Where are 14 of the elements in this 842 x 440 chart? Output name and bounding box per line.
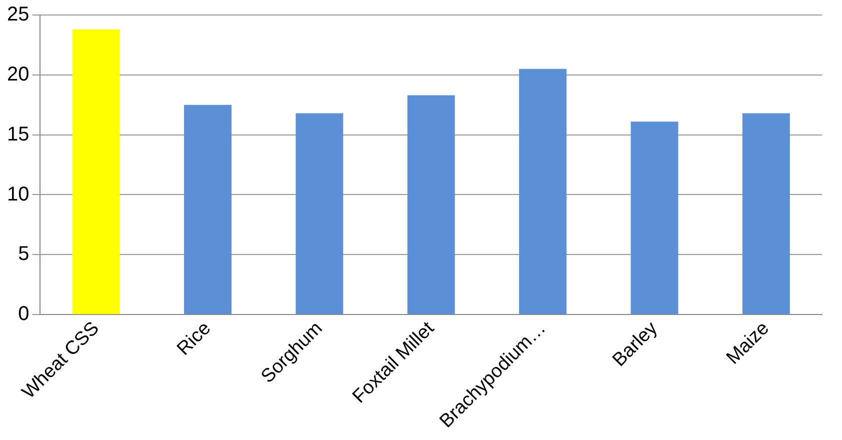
y-tick-label: 20 bbox=[6, 63, 30, 86]
bar bbox=[296, 113, 344, 314]
y-tick-label: 15 bbox=[6, 123, 30, 146]
bar bbox=[742, 113, 790, 314]
y-tick-label: 5 bbox=[18, 243, 30, 266]
y-tick-label: 25 bbox=[6, 4, 30, 26]
y-tick-label: 0 bbox=[18, 303, 30, 326]
bar bbox=[407, 95, 455, 314]
bar bbox=[184, 104, 232, 314]
bar bbox=[72, 29, 120, 314]
bar bbox=[519, 68, 567, 314]
bar bbox=[630, 122, 678, 314]
x-tick-label: Rice bbox=[173, 318, 215, 360]
y-tick-label: 10 bbox=[6, 183, 30, 206]
